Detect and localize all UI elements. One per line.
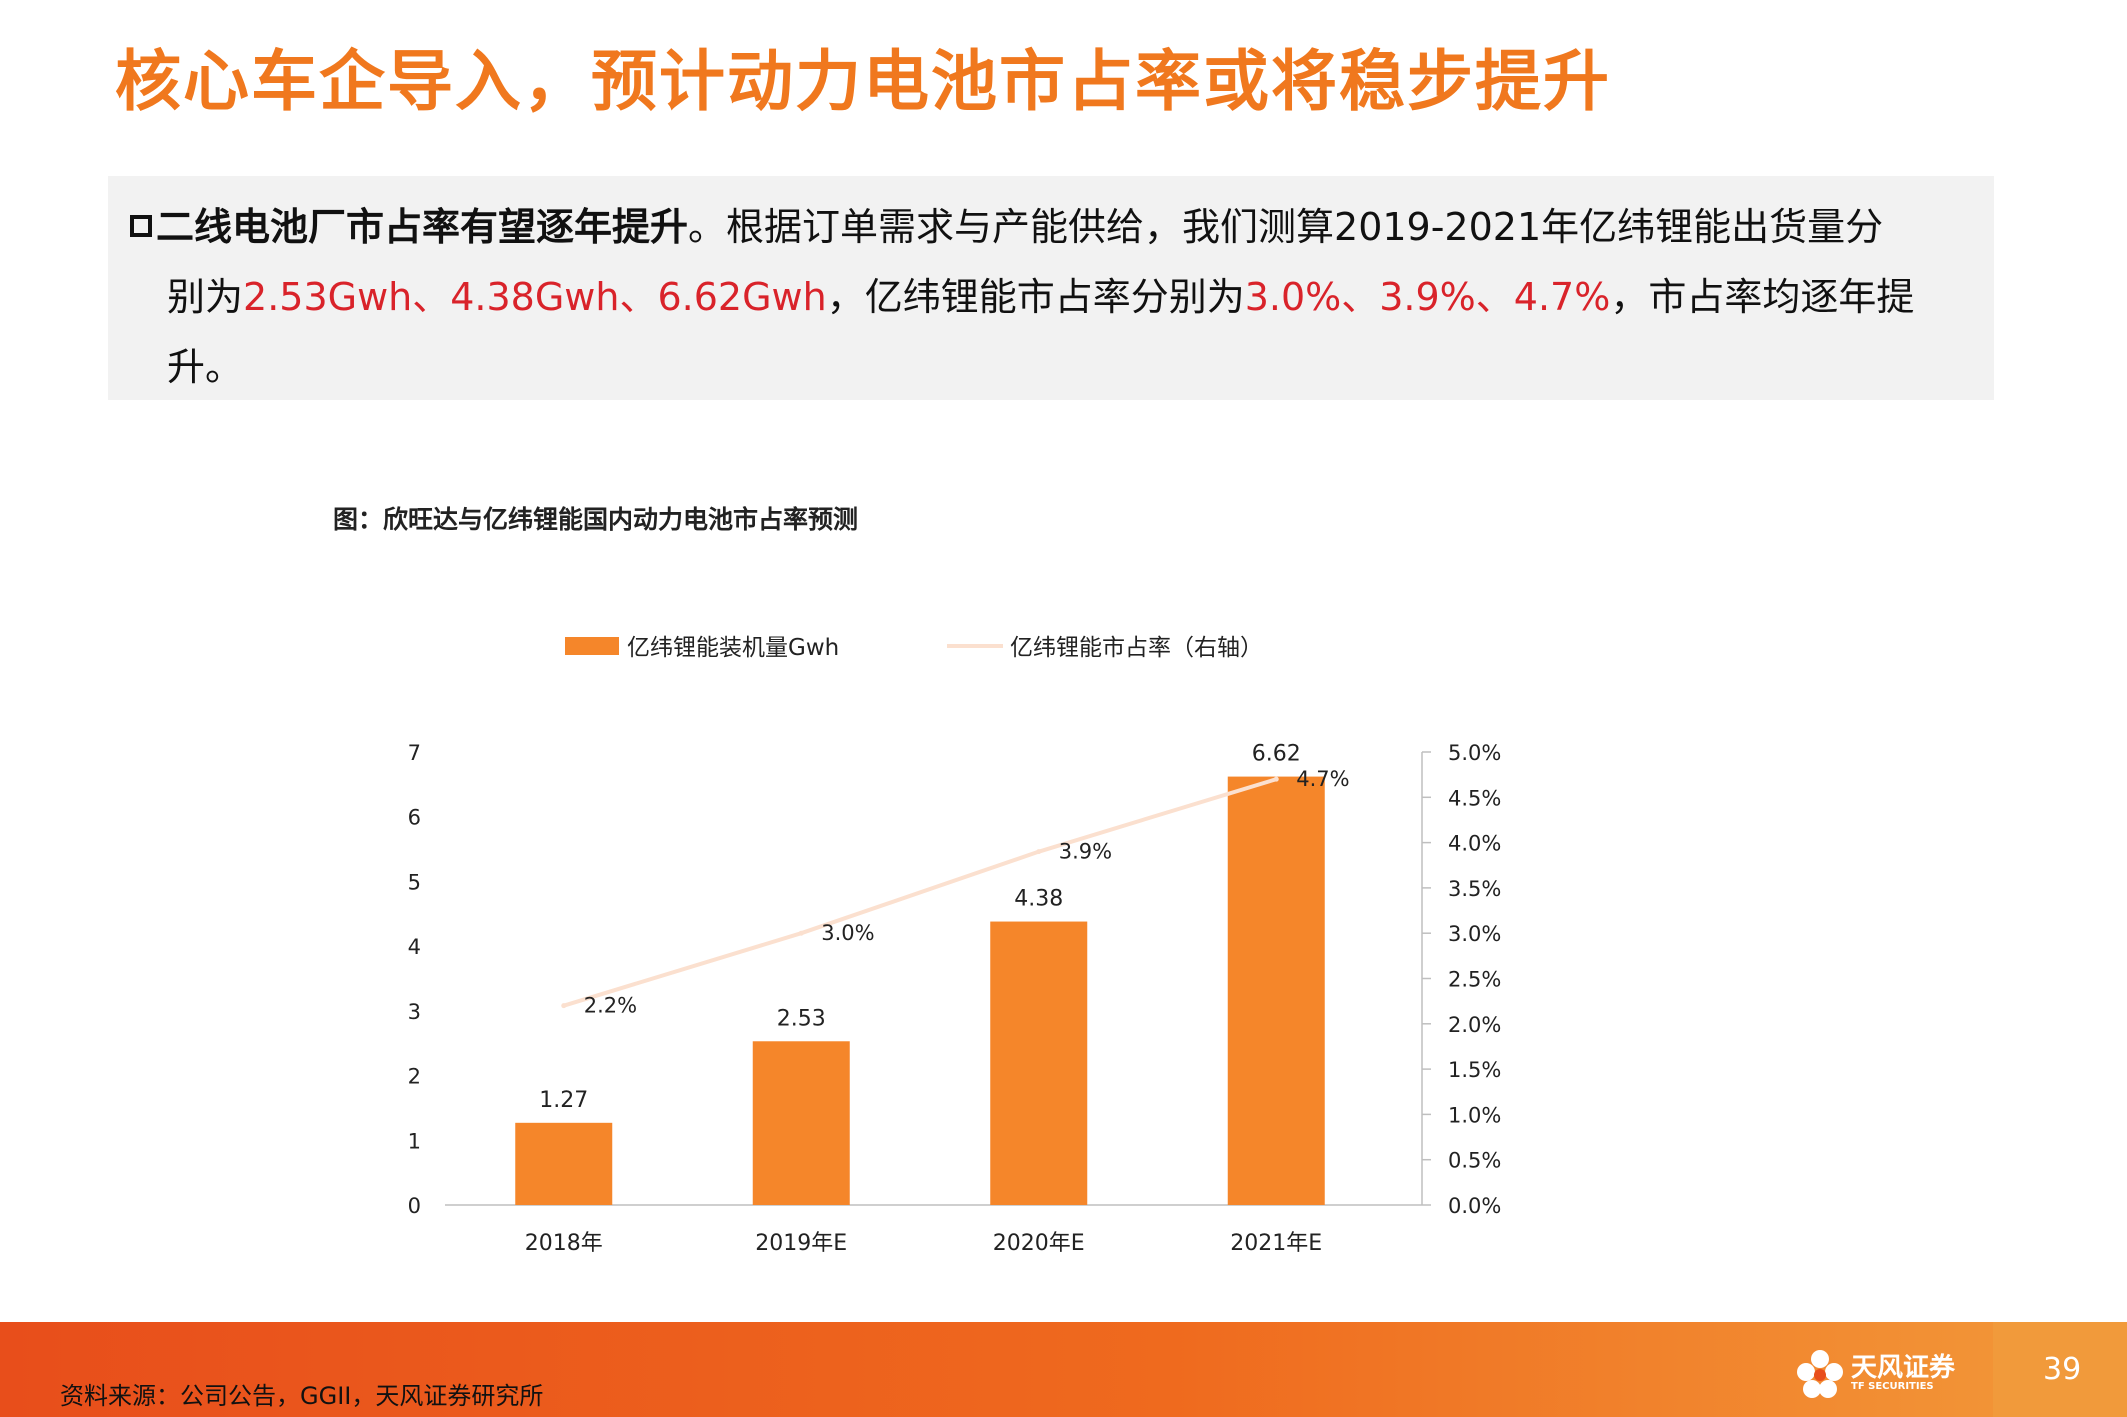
y-right-tick-label: 1.5%: [1448, 1058, 1501, 1082]
y-right-tick-label: 5.0%: [1448, 741, 1501, 765]
summary-text: 二线电池厂市占率有望逐年提升。根据订单需求与产能供给，我们测算2019-2021…: [130, 192, 1970, 402]
y-right-tick-label: 1.0%: [1448, 1103, 1501, 1127]
figure-caption: 图：欣旺达与亿纬锂能国内动力电池市占率预测: [333, 505, 859, 534]
bar: [990, 921, 1088, 1205]
y-left-tick-label: 1: [408, 1129, 421, 1153]
footer-band: [0, 1322, 2127, 1417]
legend-line-label: 亿纬锂能市占率（右轴）: [1010, 635, 1263, 661]
logo-subtitle: TF SECURITIES: [1851, 1381, 1934, 1392]
share-point: [1273, 776, 1279, 782]
x-tick-label: 2019年E: [755, 1231, 847, 1256]
share-point: [1036, 849, 1042, 855]
summary-line2-mid: ，亿纬锂能市占率分别为: [826, 275, 1245, 319]
footer-source: 资料来源：公司公告，GGII，天风证券研究所: [60, 1382, 544, 1410]
summary-line-3: 升。: [130, 332, 1970, 402]
y-right-tick-label: 4.0%: [1448, 832, 1501, 856]
y-left-tick-label: 2: [408, 1065, 421, 1089]
summary-box: [108, 176, 1994, 400]
y-left-tick-label: 6: [408, 806, 421, 830]
bar: [515, 1122, 613, 1205]
y-left-tick-label: 3: [408, 1000, 421, 1024]
y-left-tick-label: 0: [408, 1194, 421, 1218]
line-data-label: 4.7%: [1296, 767, 1349, 791]
company-logo: 天风证券 TF SECURITIES: [1793, 1345, 1993, 1407]
y-right-tick-label: 4.5%: [1448, 786, 1501, 810]
summary-line2-pre: 别为: [167, 275, 244, 319]
share-line: [563, 777, 1277, 1008]
logo-name: 天风证券: [1851, 1353, 1956, 1383]
bar-data-label: 6.62: [1252, 742, 1301, 767]
bar-data-label: 2.53: [777, 1006, 826, 1031]
y-right-tick-label: 3.5%: [1448, 877, 1501, 901]
summary-line2-post: ，市占率均逐年提: [1610, 275, 1915, 319]
page-number: 39: [2043, 1352, 2082, 1387]
y-left-tick-label: 7: [408, 741, 421, 765]
line-data-label: 2.2%: [584, 994, 637, 1018]
bullet-square-icon: [130, 215, 152, 237]
y-right-tick-label: 3.0%: [1448, 922, 1501, 946]
y-right-tick-label: 2.5%: [1448, 968, 1501, 992]
share-highlight: 3.0%、3.9%、4.7%: [1244, 275, 1611, 319]
x-tick-label: 2020年E: [993, 1231, 1085, 1256]
y-right-tick-label: 2.0%: [1448, 1013, 1501, 1037]
y-left-tick-label: 5: [408, 870, 421, 894]
summary-line1-rest: 。根据订单需求与产能供给，我们测算2019-2021年亿纬锂能出货量分: [688, 205, 1884, 249]
flower-logo-icon: [1797, 1350, 1843, 1398]
legend-bar-label: 亿纬锂能装机量Gwh: [627, 635, 839, 661]
slide-title: 核心车企导入，预计动力电池市占率或将稳步提升: [115, 43, 1611, 120]
shipment-highlight: 2.53Gwh、4.38Gwh、6.62Gwh: [243, 275, 827, 319]
summary-line-2: 别为2.53Gwh、4.38Gwh、6.62Gwh，亿纬锂能市占率分别为3.0%…: [130, 262, 1970, 332]
x-tick-label: 2021年E: [1230, 1231, 1322, 1256]
y-right-tick-label: 0.5%: [1448, 1149, 1501, 1173]
market-share-chart: 亿纬锂能装机量Gwh 亿纬锂能市占率（右轴） 0 1 2 3 4 5 6 7 0.0% 0.5% 1.0…: [408, 635, 1502, 1256]
line-data-label: 3.0%: [821, 921, 874, 945]
share-point: [561, 1003, 567, 1009]
y-right-tick-label: 0.0%: [1448, 1194, 1501, 1218]
bar: [752, 1041, 850, 1205]
summary-line3: 升。: [167, 345, 244, 389]
bar-data-label: 1.27: [539, 1088, 588, 1113]
line-data-label: 3.9%: [1059, 840, 1112, 864]
bar: [1227, 776, 1325, 1205]
share-point: [798, 930, 804, 936]
bar-data-label: 4.38: [1014, 887, 1063, 912]
x-tick-label: 2018年: [525, 1231, 603, 1256]
page-number-tab: [1993, 1322, 2127, 1417]
legend-bar-swatch: [565, 637, 619, 655]
y-left-tick-label: 4: [408, 935, 421, 959]
summary-line-1: 二线电池厂市占率有望逐年提升。根据订单需求与产能供给，我们测算2019-2021…: [130, 192, 1970, 262]
summary-lead: 二线电池厂市占率有望逐年提升: [156, 205, 689, 249]
